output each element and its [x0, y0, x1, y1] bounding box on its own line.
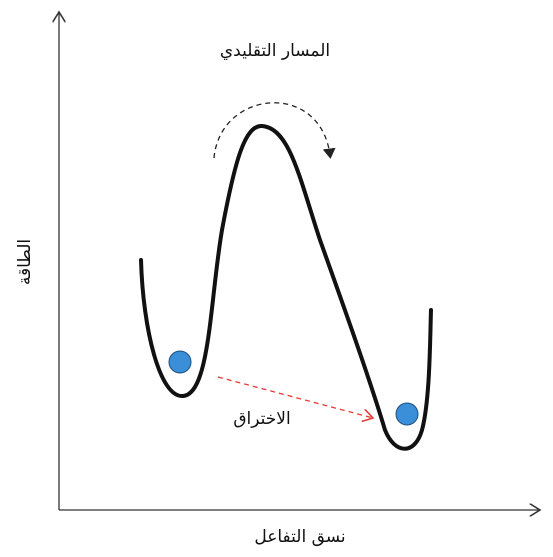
particle [395, 402, 419, 426]
x-axis-label: نسق التفاعل [254, 527, 345, 547]
energy-curve [139, 124, 433, 451]
classical-arc [213, 102, 336, 159]
particle [168, 350, 192, 374]
classical-path-label: المسار التقليدي [220, 41, 330, 61]
tunneling-label: الاختراق [233, 409, 290, 429]
y-axis-label: الطاقة [15, 239, 35, 285]
